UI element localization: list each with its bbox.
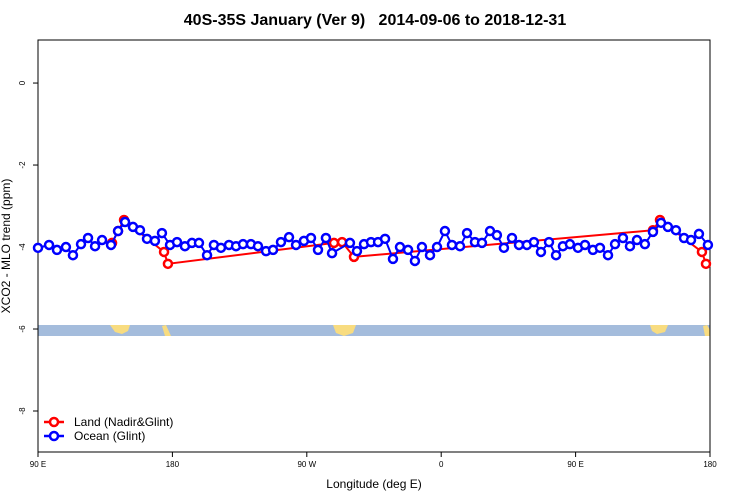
- legend-marker: [48, 416, 60, 428]
- y-tick-label: -8: [18, 407, 27, 415]
- data-point: [326, 247, 338, 259]
- legend: Land (Nadir&Glint)Ocean (Glint): [44, 415, 173, 443]
- data-point: [105, 239, 117, 251]
- data-point: [149, 235, 161, 247]
- data-point: [624, 240, 636, 252]
- data-point: [43, 239, 55, 251]
- data-point: [379, 233, 391, 245]
- data-point: [119, 216, 131, 228]
- legend-label: Ocean (Glint): [74, 429, 145, 443]
- data-point: [579, 239, 591, 251]
- data-point: [112, 225, 124, 237]
- data-point: [96, 234, 108, 246]
- data-point: [312, 244, 324, 256]
- data-point: [320, 232, 332, 244]
- data-point: [446, 239, 458, 251]
- data-point: [344, 237, 356, 249]
- data-point: [32, 242, 44, 254]
- data-point: [158, 246, 170, 258]
- data-point: [89, 240, 101, 252]
- data-point: [409, 255, 421, 267]
- data-point: [215, 242, 227, 254]
- data-point: [267, 244, 279, 256]
- data-point: [594, 242, 606, 254]
- data-point: [351, 245, 363, 257]
- data-point: [82, 232, 94, 244]
- data-point: [290, 239, 302, 251]
- y-axis-label: XCO2 - MLO trend (ppm): [0, 179, 13, 314]
- data-point: [431, 241, 443, 253]
- x-tick-label: 90 W: [297, 460, 316, 469]
- chart-title: 40S-35S January (Ver 9) 2014-09-06 to 20…: [184, 12, 567, 29]
- data-point: [693, 228, 705, 240]
- data-point: [454, 240, 466, 252]
- data-point: [696, 246, 708, 258]
- ocean-strip: [38, 325, 710, 336]
- land-blob: [703, 325, 710, 336]
- data-point: [328, 237, 340, 249]
- data-point: [670, 224, 682, 236]
- data-point: [171, 236, 183, 248]
- legend-label: Land (Nadir&Glint): [74, 415, 173, 429]
- y-tick-label: -2: [18, 161, 27, 169]
- data-point: [305, 232, 317, 244]
- data-point: [402, 244, 414, 256]
- x-tick-label: 180: [166, 460, 180, 469]
- data-point: [491, 229, 503, 241]
- data-point: [647, 226, 659, 238]
- data-point: [602, 249, 614, 261]
- x-axis-label: Longitude (deg E): [326, 477, 421, 491]
- x-tick-label: 180: [703, 460, 717, 469]
- data-point: [156, 227, 168, 239]
- data-point: [275, 236, 287, 248]
- data-point: [394, 241, 406, 253]
- data-point: [498, 242, 510, 254]
- data-point: [439, 225, 451, 237]
- land-blob: [162, 325, 171, 336]
- data-point: [67, 249, 79, 261]
- data-point: [75, 238, 87, 250]
- legend-marker: [48, 430, 60, 442]
- x-tick-label: 0: [439, 460, 444, 469]
- data-point: [609, 238, 621, 250]
- data-point: [283, 231, 295, 243]
- data-point: [424, 249, 436, 261]
- data-point: [193, 237, 205, 249]
- data-point: [550, 249, 562, 261]
- data-point: [387, 253, 399, 265]
- data-point: [461, 227, 473, 239]
- y-tick-label: -6: [18, 325, 27, 333]
- data-point: [543, 236, 555, 248]
- data-point: [564, 238, 576, 250]
- data-point: [201, 249, 213, 261]
- x-tick-label: 90 E: [567, 460, 583, 469]
- data-point: [162, 258, 174, 270]
- map-strip: [38, 325, 710, 336]
- data-point: [51, 244, 63, 256]
- data-point: [535, 246, 547, 258]
- data-point: [662, 221, 674, 233]
- data-point: [617, 232, 629, 244]
- series: [32, 216, 714, 267]
- data-point: [700, 258, 712, 270]
- x-tick-label: 90 E: [30, 460, 46, 469]
- y-tick-label: -4: [18, 243, 27, 251]
- land-blob: [650, 325, 668, 334]
- data-point: [702, 239, 714, 251]
- data-point: [416, 241, 428, 253]
- data-point: [252, 240, 264, 252]
- data-point: [476, 237, 488, 249]
- land-blob: [333, 325, 356, 336]
- data-point: [506, 232, 518, 244]
- data-point: [60, 241, 72, 253]
- data-point: [528, 236, 540, 248]
- y-tick-label: 0: [18, 80, 27, 85]
- data-point: [631, 234, 643, 246]
- data-point: [639, 238, 651, 250]
- land-blob: [110, 325, 130, 334]
- data-point: [685, 234, 697, 246]
- data-point: [134, 224, 146, 236]
